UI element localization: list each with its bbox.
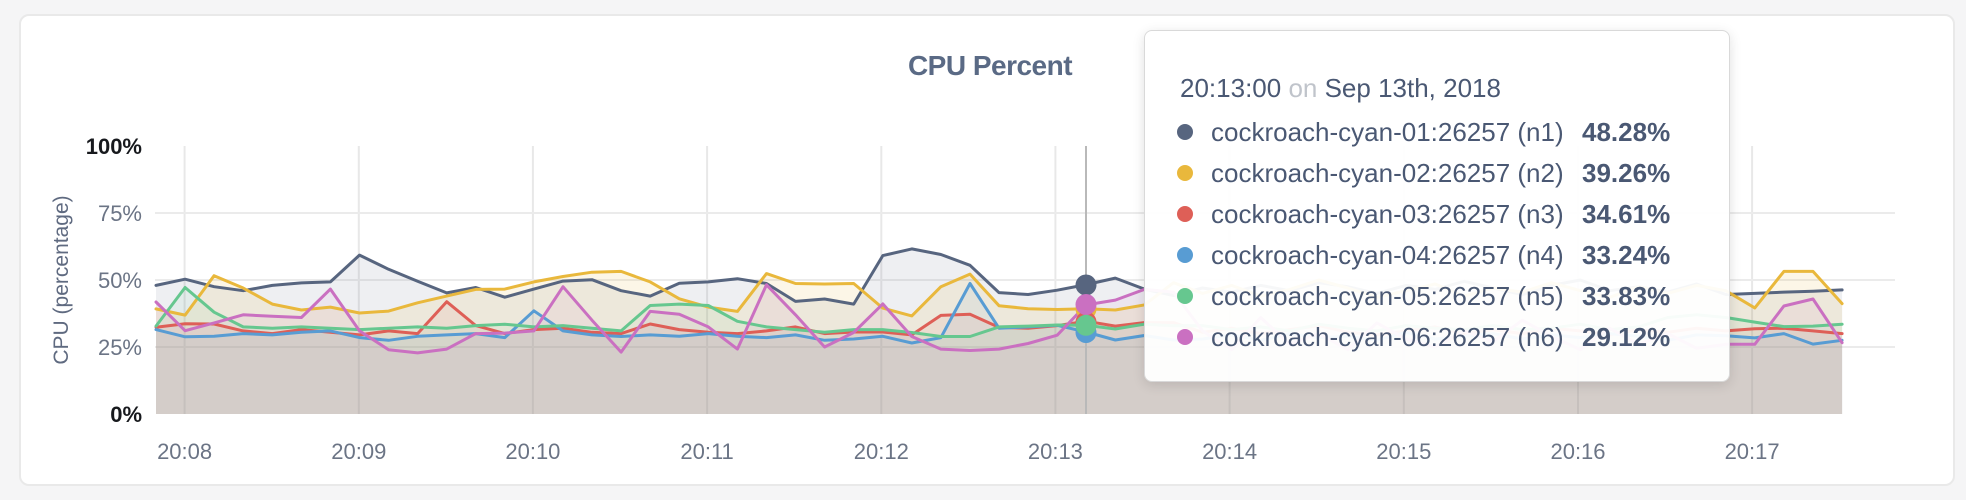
svg-text:20:15: 20:15	[1376, 439, 1431, 464]
svg-text:20:09: 20:09	[331, 439, 386, 464]
svg-text:75%: 75%	[98, 201, 142, 226]
svg-text:CPU (percentage): CPU (percentage)	[50, 195, 73, 364]
svg-text:20:17: 20:17	[1725, 439, 1780, 464]
svg-text:20:12: 20:12	[854, 439, 909, 464]
svg-text:20:16: 20:16	[1550, 439, 1605, 464]
svg-text:25%: 25%	[98, 335, 142, 360]
svg-text:20:11: 20:11	[680, 439, 733, 464]
svg-text:20:10: 20:10	[505, 439, 560, 464]
svg-text:0%: 0%	[110, 402, 142, 427]
svg-text:20:14: 20:14	[1202, 439, 1257, 464]
svg-text:50%: 50%	[98, 268, 142, 293]
svg-text:20:13: 20:13	[1028, 439, 1083, 464]
svg-text:20:08: 20:08	[157, 439, 212, 464]
svg-text:100%: 100%	[86, 134, 142, 159]
